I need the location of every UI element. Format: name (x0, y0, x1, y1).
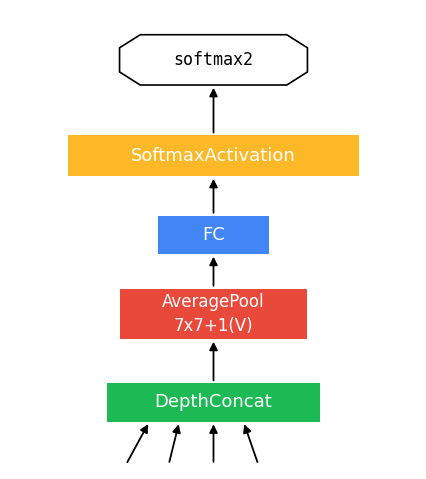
FancyBboxPatch shape (119, 288, 307, 339)
FancyBboxPatch shape (158, 216, 268, 254)
Polygon shape (119, 35, 307, 85)
FancyBboxPatch shape (106, 383, 320, 422)
Text: softmax2: softmax2 (173, 51, 253, 69)
FancyBboxPatch shape (68, 136, 358, 176)
Text: FC: FC (201, 226, 225, 244)
Text: DepthConcat: DepthConcat (154, 393, 272, 411)
Text: SoftmaxActivation: SoftmaxActivation (131, 147, 295, 165)
Text: AveragePool
7x7+1(V): AveragePool 7x7+1(V) (162, 293, 264, 334)
